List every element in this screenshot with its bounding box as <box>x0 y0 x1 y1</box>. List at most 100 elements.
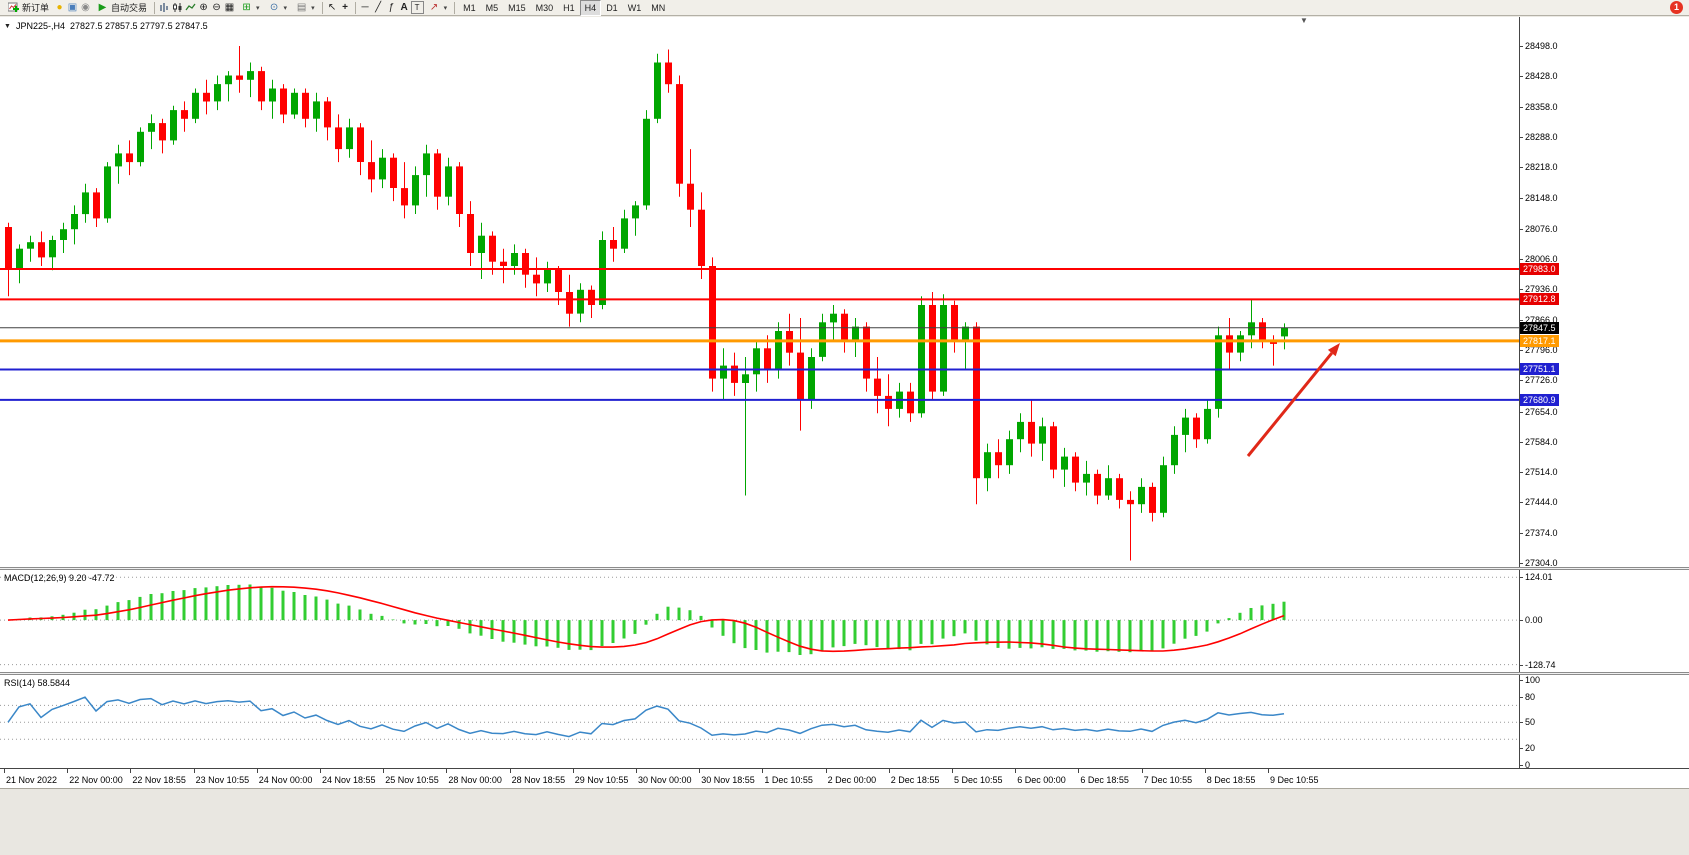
fibonacci-icon[interactable]: ƒ <box>388 2 394 13</box>
rsi-panel[interactable]: RSI(14) 58.5844 100 80 50 20 0 <box>0 675 1689 770</box>
candle <box>665 62 672 85</box>
time-axis-label: 21 Nov 2022 <box>6 775 58 785</box>
candle <box>1127 499 1134 505</box>
macd-canvas[interactable] <box>0 570 1519 672</box>
axis-tick <box>1520 620 1523 622</box>
template-icon: ▤ <box>296 2 307 13</box>
notification-badge[interactable]: 1 <box>1670 1 1683 14</box>
candle <box>830 313 837 323</box>
candle <box>874 378 881 396</box>
candle <box>324 101 331 128</box>
candle <box>357 127 364 162</box>
candle <box>643 118 650 206</box>
candle <box>1017 421 1024 440</box>
time-axis-tick <box>888 769 890 773</box>
new-order-button[interactable]: 新订单 <box>3 0 53 16</box>
time-axis-tick <box>256 769 258 773</box>
rsi-axis-label: 80 <box>1525 691 1536 702</box>
candle <box>291 92 298 115</box>
timeframe-button-h4[interactable]: H4 <box>579 0 602 16</box>
axis-tick <box>1520 350 1523 352</box>
horizontal-line-icon[interactable]: ─ <box>361 2 369 13</box>
axis-tick <box>1520 76 1523 78</box>
price-axis-label: 27936.0 <box>1525 284 1558 295</box>
text-icon[interactable]: A <box>400 2 408 13</box>
macd-panel[interactable]: MACD(12,26,9) 9.20 -47.72 124.01 0.00 -128… <box>0 570 1689 672</box>
rsi-canvas[interactable] <box>0 675 1519 768</box>
axis-tick <box>1520 577 1523 579</box>
panel-divider[interactable] <box>0 567 1689 570</box>
main-chart-canvas[interactable] <box>0 17 1519 567</box>
autotrade-button[interactable]: ▶ 自动交易 <box>92 0 151 16</box>
candle <box>104 166 111 219</box>
new-order-label: 新订单 <box>22 3 50 13</box>
chart-shift-marker[interactable]: ▼ <box>1300 16 1308 25</box>
arrows-button[interactable]: ↗ ▾ <box>424 0 452 16</box>
macd-axis[interactable]: 124.01 0.00 -128.74 <box>1519 570 1689 672</box>
zoom-out-icon[interactable]: ⊖ <box>212 2 221 13</box>
crosshair-icon[interactable]: + <box>342 2 348 13</box>
indicators-button[interactable]: ⊞ ▾ <box>236 0 264 16</box>
text-label-icon[interactable]: T <box>410 1 424 14</box>
price-axis-label: 27374.0 <box>1525 527 1558 538</box>
candle <box>148 123 155 132</box>
candle <box>225 75 232 85</box>
macd-axis-label: 0.00 <box>1525 615 1543 626</box>
toolbar-bulb-icon[interactable]: ● <box>56 2 63 13</box>
timeframe-button-m1[interactable]: M1 <box>463 2 476 13</box>
candle <box>247 71 254 80</box>
toolbar-headset-icon[interactable]: ◉ <box>81 2 90 13</box>
price-axis-label: 28076.0 <box>1525 223 1558 234</box>
candle <box>390 157 397 188</box>
candle <box>423 153 430 176</box>
tile-windows-icon[interactable]: ▦ <box>224 2 235 13</box>
price-axis-label: 28218.0 <box>1525 162 1558 173</box>
chart-collapse-triangle-icon[interactable]: ▼ <box>4 22 11 30</box>
candlestick-chart-icon[interactable] <box>171 1 184 14</box>
candle <box>401 188 408 206</box>
time-axis-label: 1 Dec 10:55 <box>764 775 813 785</box>
time-axis-tick <box>446 769 448 773</box>
trendline-icon[interactable]: ╱ <box>375 2 382 13</box>
trend-arrow-head <box>1327 343 1340 357</box>
main-chart-panel[interactable]: ▼ JPN225-,H4 27827.5 27857.5 27797.5 278… <box>0 16 1689 568</box>
candle <box>797 352 804 401</box>
time-axis-tick <box>572 769 574 773</box>
price-line-tag: 27912.8 <box>1520 293 1559 306</box>
trend-arrow[interactable] <box>1246 352 1333 457</box>
timeframe-button-m5[interactable]: M5 <box>485 2 499 13</box>
periods-button[interactable]: ⊙ ▾ <box>264 0 292 16</box>
line-chart-icon[interactable] <box>184 1 197 14</box>
timeframe-button-mn[interactable]: MN <box>651 2 666 13</box>
chart-window: ▼ JPN225-,H4 27827.5 27857.5 27797.5 278… <box>0 17 1689 855</box>
bar-chart-icon[interactable] <box>158 1 171 14</box>
templates-button[interactable]: ▤ ▾ <box>291 0 319 16</box>
time-axis-tick <box>509 769 511 773</box>
zoom-in-icon[interactable]: ⊕ <box>199 2 208 13</box>
time-axis-label: 24 Nov 18:55 <box>322 775 376 785</box>
time-axis-tick <box>952 769 953 773</box>
time-axis-label: 5 Dec 10:55 <box>954 775 1003 785</box>
price-axis[interactable]: 28498.0 28428.0 28358.0 28288.0 28218.0 28148… <box>1519 17 1689 568</box>
timeframe-button-h1[interactable]: H1 <box>563 2 575 13</box>
price-axis-label: 28358.0 <box>1525 101 1558 112</box>
cursor-icon[interactable]: ↖ <box>327 2 337 13</box>
timeframe-button-m30[interactable]: M30 <box>535 2 554 13</box>
timeframe-button-m15[interactable]: M15 <box>508 2 526 13</box>
candle <box>720 365 727 379</box>
axis-tick <box>1520 441 1523 443</box>
axis-tick <box>1520 747 1523 749</box>
panel-divider[interactable] <box>0 672 1689 675</box>
rsi-axis-label: 100 <box>1525 675 1541 686</box>
time-axis[interactable]: 21 Nov 2022 22 Nov 00:00 22 Nov 18:55 23 No… <box>0 768 1689 788</box>
price-axis-label: 27796.0 <box>1525 345 1558 356</box>
rsi-axis[interactable]: 100 80 50 20 0 <box>1519 675 1689 770</box>
toolbar-monitor-icon[interactable]: ▣ <box>67 2 78 13</box>
time-axis-label: 2 Dec 18:55 <box>890 775 940 785</box>
timeframe-button-d1[interactable]: D1 <box>606 2 618 13</box>
time-axis-label: 8 Dec 18:55 <box>1206 775 1256 785</box>
toolbar-separator <box>354 1 356 14</box>
axis-tick <box>1520 722 1523 724</box>
timeframe-button-w1[interactable]: W1 <box>627 2 642 13</box>
candle <box>973 326 980 479</box>
